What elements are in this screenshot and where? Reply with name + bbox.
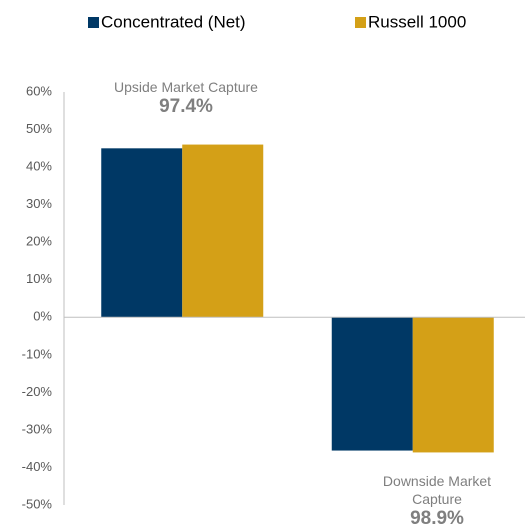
annotation-value: 97.4% bbox=[159, 96, 213, 117]
annotation-text: Upside Market Capture bbox=[114, 79, 258, 95]
annotation-value: 98.9% bbox=[410, 508, 464, 527]
legend-label: Russell 1000 bbox=[368, 12, 466, 31]
y-tick-label: 50% bbox=[26, 121, 52, 136]
bar bbox=[412, 317, 494, 453]
y-tick-label: -50% bbox=[22, 496, 53, 511]
y-tick-label: -20% bbox=[22, 384, 53, 399]
y-tick-label: -10% bbox=[22, 346, 53, 361]
legend-swatch bbox=[355, 17, 366, 28]
y-tick-label: 20% bbox=[26, 234, 52, 249]
y-tick-label: 0% bbox=[33, 309, 52, 324]
y-tick-label: -40% bbox=[22, 459, 53, 474]
bar bbox=[182, 144, 264, 318]
bar bbox=[101, 148, 183, 318]
legend-label: Concentrated (Net) bbox=[101, 12, 246, 31]
y-tick-label: -30% bbox=[22, 421, 53, 436]
legend-swatch bbox=[88, 17, 99, 28]
y-tick-label: 60% bbox=[26, 83, 52, 98]
y-tick-label: 10% bbox=[26, 271, 52, 286]
y-tick-label: 30% bbox=[26, 196, 52, 211]
annotation: Upside Market Capture 97.4% bbox=[96, 78, 276, 118]
bar bbox=[331, 317, 413, 451]
annotation: Downside Market Capture 98.9% bbox=[352, 472, 522, 527]
y-tick-label: 40% bbox=[26, 159, 52, 174]
annotation-text: Downside Market Capture bbox=[382, 473, 492, 507]
